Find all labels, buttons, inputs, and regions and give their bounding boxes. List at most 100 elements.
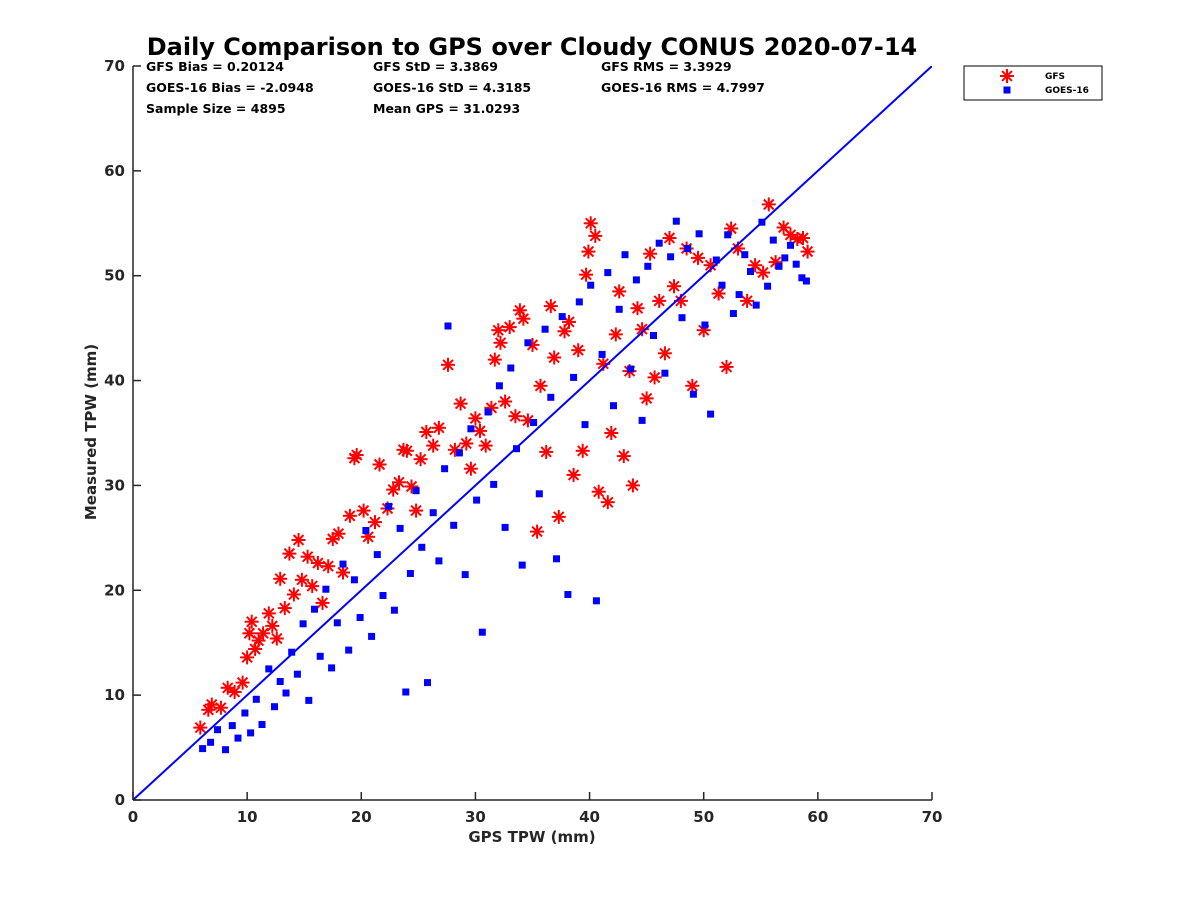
plot-area <box>133 66 932 800</box>
asterisk-stroke <box>414 453 427 465</box>
goes16-point <box>241 709 249 717</box>
goes16-point <box>293 670 301 678</box>
asterisk-stroke <box>499 395 511 408</box>
goes16-point <box>667 253 675 261</box>
goes16-point <box>661 369 669 377</box>
goes16-point <box>581 421 589 429</box>
goes16-point <box>587 281 595 289</box>
asterisk-stroke <box>558 325 571 337</box>
asterisk-stroke <box>433 422 445 434</box>
goes16-point <box>258 721 266 728</box>
goes16-point <box>541 325 549 333</box>
gfs-point <box>235 675 250 690</box>
gfs-point <box>315 595 330 610</box>
asterisk-stroke <box>489 353 501 366</box>
stat-text: GOES-16 StD = 4.3185 <box>373 80 531 95</box>
gfs-point <box>349 448 364 462</box>
gfs-point <box>431 420 446 435</box>
asterisk-stroke <box>648 371 661 384</box>
asterisk-stroke <box>526 339 539 351</box>
gfs-point <box>419 425 434 439</box>
gfs-point <box>310 556 325 570</box>
asterisk-stroke <box>517 313 530 325</box>
goes16-point <box>288 648 296 656</box>
goes16-point <box>450 521 458 529</box>
gfs-point <box>426 438 441 453</box>
gfs-point <box>761 197 776 212</box>
gfs-point <box>256 626 271 641</box>
gfs-point <box>604 426 619 440</box>
goes16-point <box>385 502 393 510</box>
gfs-point <box>251 633 266 648</box>
asterisk-stroke <box>215 702 227 714</box>
asterisk-stroke <box>580 268 592 281</box>
goes16-point <box>547 393 555 401</box>
asterisk-stroke <box>332 527 345 540</box>
goes16-point <box>752 301 760 309</box>
gfs-point <box>244 614 259 629</box>
gfs-point <box>591 484 606 499</box>
asterisk-stroke <box>460 437 472 450</box>
gfs-point <box>336 565 350 580</box>
asterisk-stroke <box>636 323 648 335</box>
gfs-point <box>282 546 297 561</box>
goes16-point <box>518 561 526 569</box>
asterisk-stroke <box>420 426 433 438</box>
goes16-point <box>627 365 635 373</box>
goes16-point <box>402 688 410 696</box>
goes16-point <box>604 269 612 277</box>
gfs-point <box>719 359 734 374</box>
goes16-point <box>328 664 336 672</box>
goes16-point <box>412 487 420 495</box>
asterisk-stroke <box>663 232 676 244</box>
asterisk-stroke <box>442 359 454 371</box>
gfs-point <box>286 587 301 602</box>
asterisk-stroke <box>613 285 625 298</box>
goes16-point <box>781 254 789 262</box>
gfs-point <box>300 549 315 564</box>
goes16-point <box>333 619 341 627</box>
gfs-point <box>372 457 387 472</box>
asterisk-stroke <box>492 324 504 336</box>
gfs-point <box>386 482 401 497</box>
gfs-point <box>409 503 424 518</box>
asterisk-stroke <box>597 358 609 370</box>
goes16-point <box>764 282 772 290</box>
goes16-point <box>368 632 376 640</box>
goes16-point <box>638 416 646 424</box>
asterisk-stroke <box>602 496 614 508</box>
asterisk-stroke <box>474 425 486 437</box>
gfs-point <box>657 346 672 361</box>
gfs-point <box>667 279 681 294</box>
asterisk-stroke <box>531 525 543 538</box>
goes16-point <box>632 276 640 284</box>
asterisk-stroke <box>720 361 733 373</box>
goes16-point <box>684 245 692 252</box>
goes16-point <box>729 310 737 317</box>
goes16-point <box>282 689 290 697</box>
gfs-point <box>685 378 700 393</box>
goes16-point <box>802 277 810 285</box>
gfs-point <box>491 323 506 338</box>
gfs-point <box>756 265 771 280</box>
y-tick-label: 0 <box>115 791 125 809</box>
legend-entry-label: GFS <box>1045 72 1065 82</box>
x-tick-label: 50 <box>693 808 714 826</box>
goes16-point <box>199 745 207 753</box>
gfs-point <box>566 467 581 482</box>
gfs-point <box>413 452 428 467</box>
asterisk-stroke <box>236 676 249 689</box>
asterisk-stroke <box>692 252 704 264</box>
asterisk-stroke <box>228 686 241 698</box>
gfs-point <box>551 509 566 524</box>
stat-text: GFS RMS = 3.3929 <box>601 59 732 74</box>
goes16-point <box>655 239 663 247</box>
goes16-point <box>678 314 686 322</box>
stat-text: GOES-16 RMS = 4.7997 <box>601 80 765 95</box>
legend-goes16-marker <box>1003 86 1011 94</box>
gfs-point <box>608 327 623 342</box>
y-axis-ticks: 0 10 20 30 40 50 60 70 <box>104 57 141 809</box>
asterisk-stroke <box>263 607 275 620</box>
goes16-point <box>207 738 215 746</box>
